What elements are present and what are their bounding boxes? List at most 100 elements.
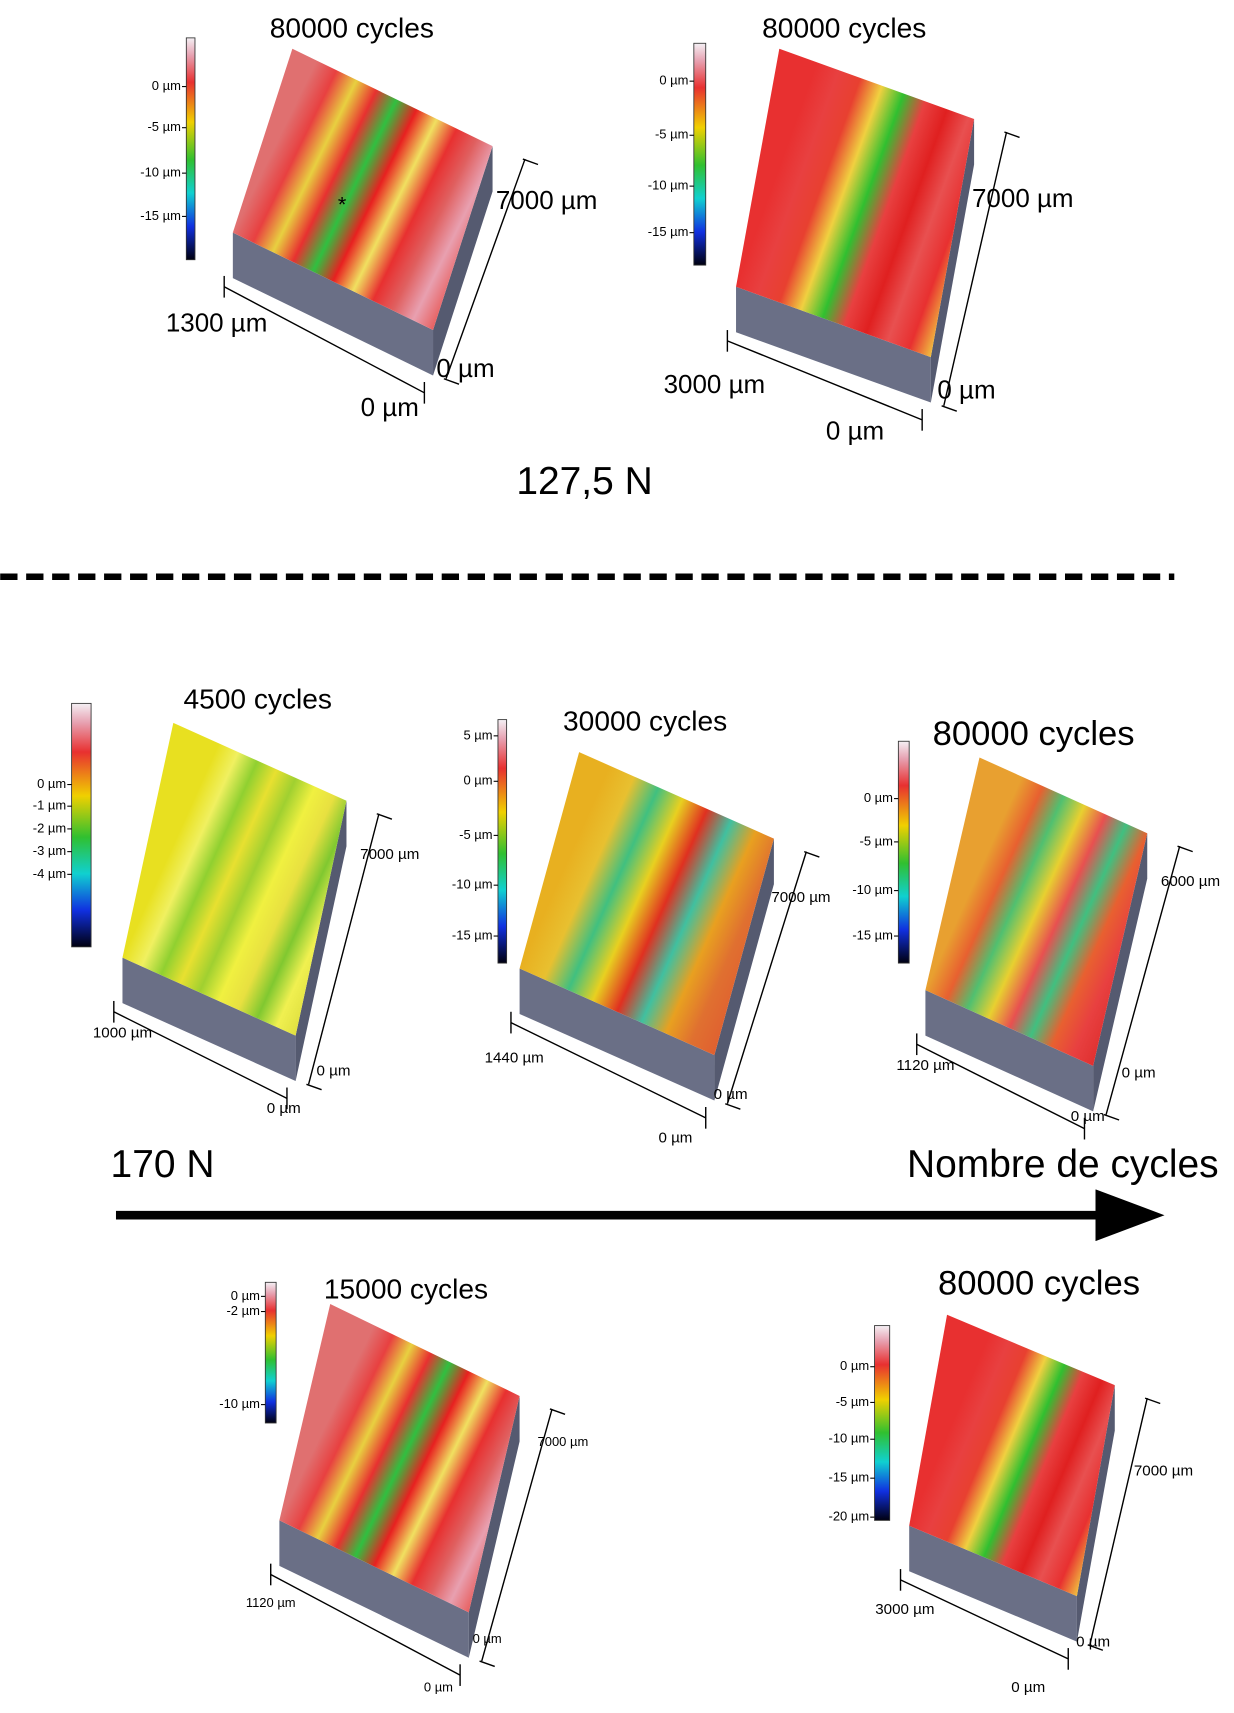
surface-top xyxy=(519,752,774,1056)
dimension-line xyxy=(726,851,808,1104)
colorbar-tick-label: -10 µm xyxy=(648,178,689,193)
dimension-label: 0 µm xyxy=(361,392,419,422)
dimension-label: 7000 µm xyxy=(1134,1463,1193,1480)
dimension-line xyxy=(307,813,380,1085)
panel-title: 80000 cycles xyxy=(270,13,434,44)
axis-label: Nombre de cycles xyxy=(907,1143,1219,1186)
dimension-tick xyxy=(803,850,820,858)
colorbar-tick-label: -10 µm xyxy=(452,877,493,892)
dimension-label: 7000 µm xyxy=(771,889,830,906)
surface-side xyxy=(930,119,975,403)
dimension-label: 1120 µm xyxy=(896,1057,954,1074)
dimension-tick xyxy=(1177,845,1193,853)
colorbar-tick-label: -15 µm xyxy=(452,927,493,942)
dimension-label: 0 µm xyxy=(937,375,995,405)
dimension-label: 7000 µm xyxy=(538,1434,589,1449)
colorbar-tick-label: -15 µm xyxy=(829,1470,870,1485)
dimension-label: 3000 µm xyxy=(875,1601,934,1618)
dimension-tick xyxy=(549,1408,566,1415)
colorbar-tick-label: -5 µm xyxy=(860,833,893,848)
surface-top xyxy=(925,757,1148,1066)
surface-top xyxy=(909,1314,1115,1597)
dimension-label: 0 µm xyxy=(714,1086,748,1103)
colorbar-tick-label: 5 µm xyxy=(463,727,492,742)
dimension-label: 7000 µm xyxy=(496,185,598,215)
surface-side xyxy=(295,800,347,1082)
panel-title: 80000 cycles xyxy=(938,1265,1140,1303)
dimension-label: 0 µm xyxy=(317,1062,351,1079)
colorbar-tick-label: 0 µm xyxy=(37,776,66,791)
dimension-label: 0 µm xyxy=(267,1100,301,1117)
surface-side xyxy=(433,146,493,376)
dimension-tick xyxy=(1103,1113,1120,1121)
colorbar-tick-label: -10 µm xyxy=(852,882,893,897)
colorbar xyxy=(497,719,508,964)
dimension-label: 0 µm xyxy=(424,1680,453,1695)
colorbar-tick-label: -5 µm xyxy=(459,827,492,842)
colorbar-tick-label: 0 µm xyxy=(840,1358,869,1373)
surface-top xyxy=(279,1303,520,1613)
dimension-label: 0 µm xyxy=(1011,1679,1045,1696)
colorbar xyxy=(71,702,92,948)
dimension-label: 6000 µm xyxy=(1161,873,1220,890)
panel-title: 80000 cycles xyxy=(762,13,926,44)
colorbar-tick-label: -10 µm xyxy=(219,1396,260,1411)
dimension-tick xyxy=(1087,1644,1104,1651)
panel-title: 30000 cycles xyxy=(563,705,727,736)
colorbar-tick-label: 0 µm xyxy=(864,790,893,805)
colorbar-tick-label: -5 µm xyxy=(836,1394,869,1409)
panel-title: 15000 cycles xyxy=(324,1273,488,1304)
colorbar-tick-label: -5 µm xyxy=(147,119,180,134)
colorbar-tick-label: -15 µm xyxy=(140,208,181,223)
dimension-label: 1000 µm xyxy=(93,1024,152,1041)
dimension-label: 0 µm xyxy=(473,1631,502,1646)
colorbar-tick-label: -15 µm xyxy=(648,224,689,239)
colorbar xyxy=(693,42,707,266)
surface-side xyxy=(519,968,715,1101)
colorbar-tick-label: -10 µm xyxy=(140,165,181,180)
colorbar-tick-label: -2 µm xyxy=(226,1303,259,1318)
dimension-line xyxy=(445,158,526,379)
colorbar-tick-label: -10 µm xyxy=(829,1431,870,1446)
colorbar-tick-label: -20 µm xyxy=(829,1509,870,1524)
colorbar-tick-label: 0 µm xyxy=(231,1288,260,1303)
load-label: 127,5 N xyxy=(516,460,652,503)
colorbar xyxy=(874,1325,891,1521)
dimension-label: 0 µm xyxy=(1071,1108,1105,1125)
surface-side xyxy=(122,957,296,1082)
panel-title: 4500 cycles xyxy=(183,684,332,715)
dimension-label: 7000 µm xyxy=(360,846,419,863)
dimension-label: 1300 µm xyxy=(166,307,268,337)
colorbar-tick-label: 0 µm xyxy=(152,78,181,93)
load-label: 170 N xyxy=(111,1143,215,1186)
colorbar-tick-label: -2 µm xyxy=(33,820,66,835)
dimension-tick xyxy=(443,378,460,385)
dimension-line xyxy=(270,1573,461,1676)
dimension-line xyxy=(727,340,923,421)
dimension-label: 1440 µm xyxy=(485,1049,544,1066)
dimension-label: 1120 µm xyxy=(246,1595,296,1610)
dimension-label: 0 µm xyxy=(826,416,884,446)
surface-side xyxy=(1076,1385,1115,1642)
dimension-label: 7000 µm xyxy=(972,183,1074,213)
dimension-label: 0 µm xyxy=(1076,1634,1110,1651)
panel-title: 80000 cycles xyxy=(933,715,1135,753)
dimension-tick xyxy=(522,158,539,166)
dimension-line xyxy=(916,1043,1085,1130)
surface-top xyxy=(736,48,975,358)
dimension-line xyxy=(510,1021,707,1119)
surface-side xyxy=(468,1395,520,1658)
dimension-tick xyxy=(1004,131,1020,139)
surface-side xyxy=(736,286,931,403)
surface-side xyxy=(714,838,774,1101)
surface-side xyxy=(279,1520,469,1658)
dimension-tick xyxy=(376,813,393,820)
dimension-label: 3000 µm xyxy=(664,369,766,399)
colorbar-tick-label: -3 µm xyxy=(33,843,66,858)
colorbar-tick-label: 0 µm xyxy=(659,73,688,88)
dimension-line xyxy=(1105,846,1181,1115)
colorbar-tick-label: 0 µm xyxy=(463,773,492,788)
dimension-label: 0 µm xyxy=(1122,1064,1156,1081)
colorbar xyxy=(264,1281,277,1424)
